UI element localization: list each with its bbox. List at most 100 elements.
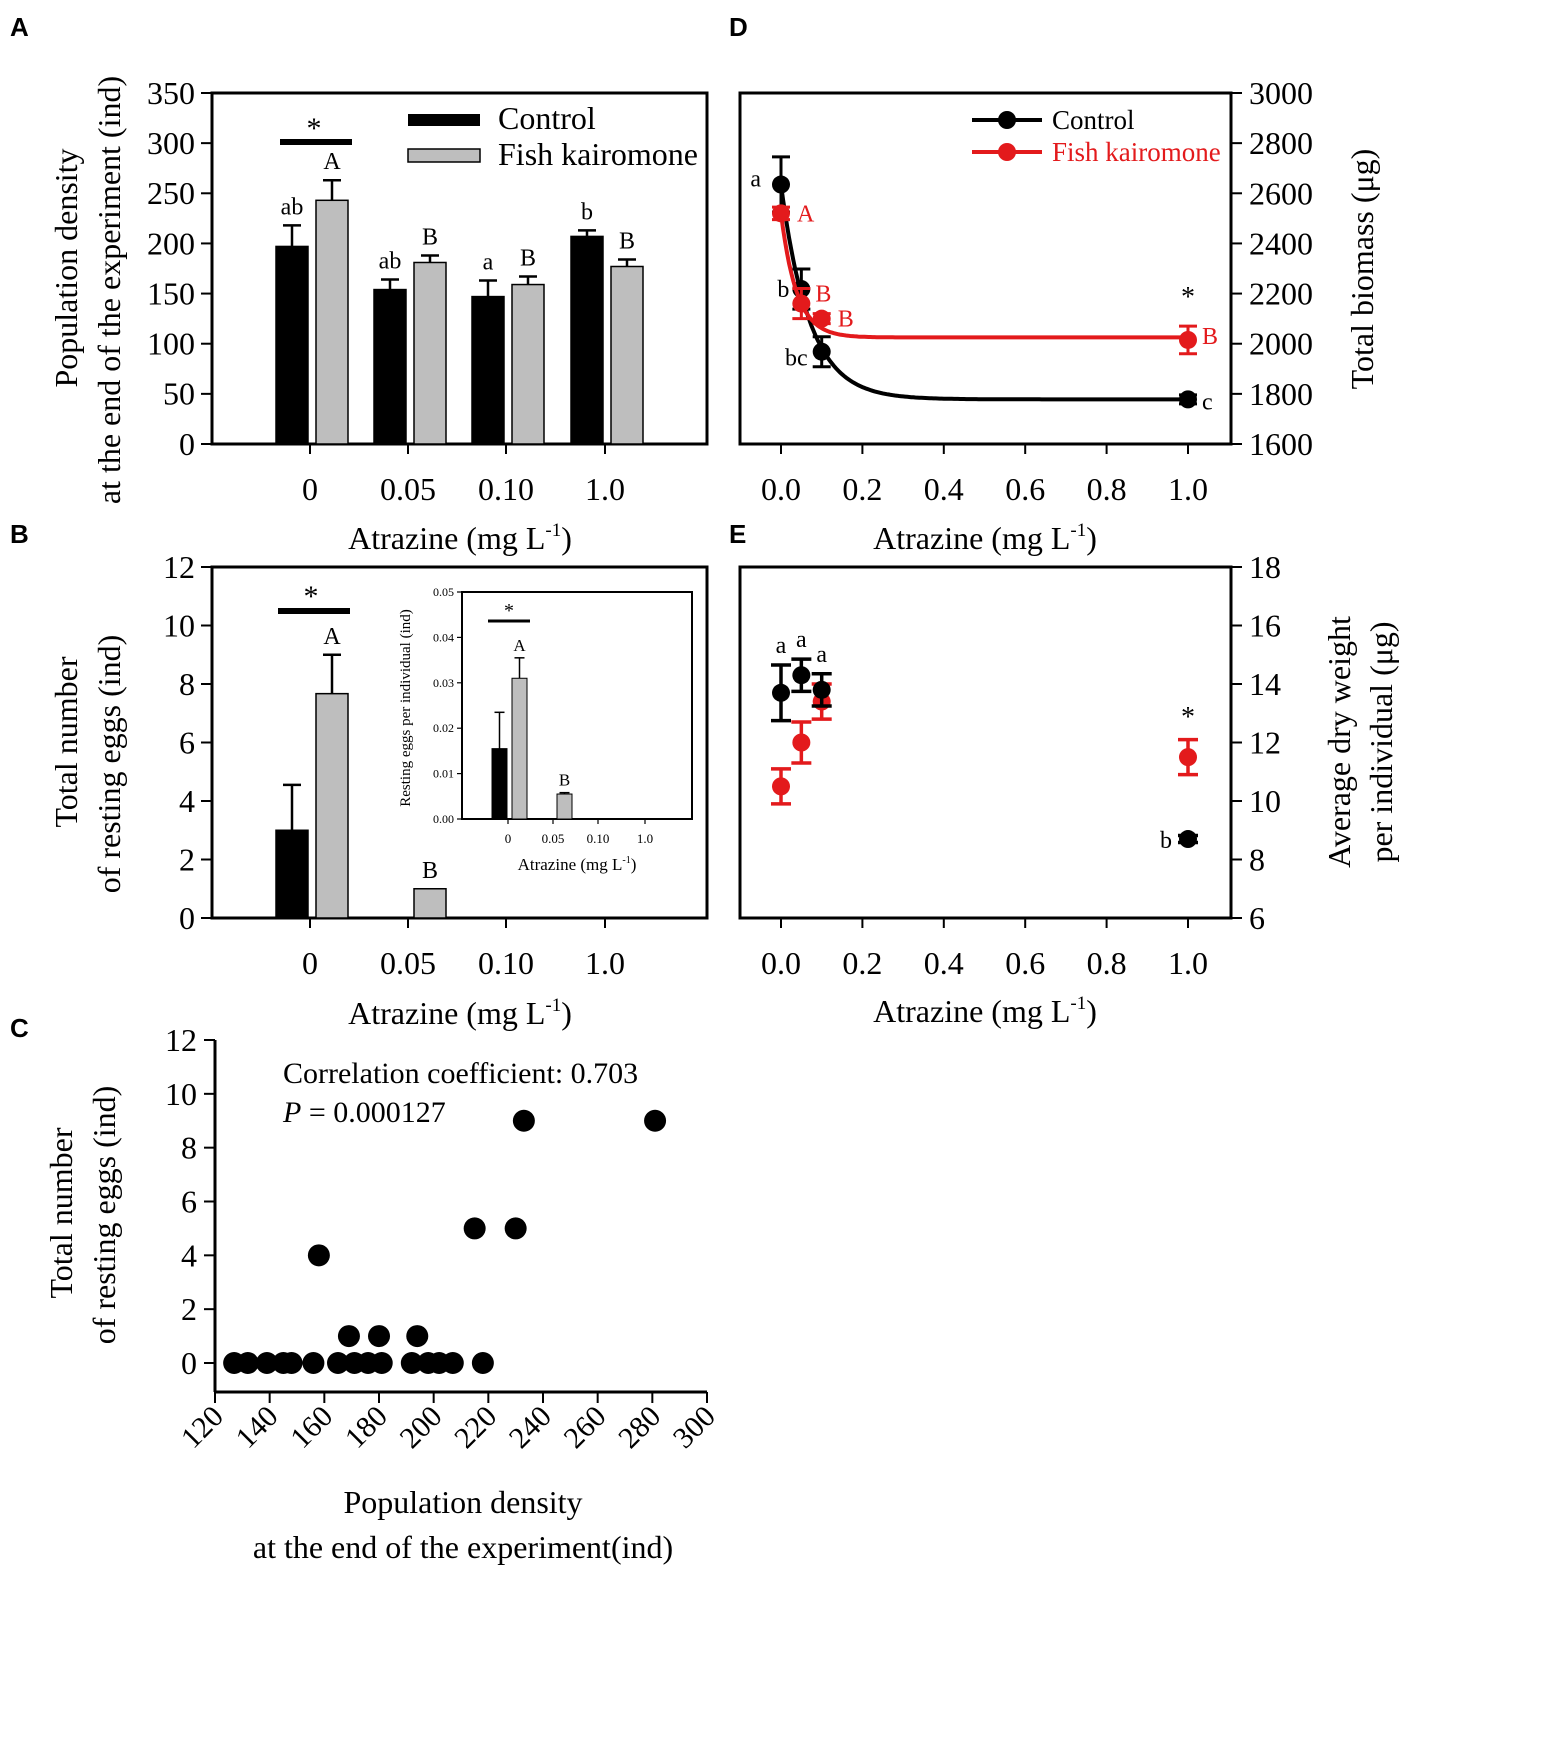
inset-significance-letter: A [513, 636, 526, 655]
point-fish-kairomone [1179, 330, 1197, 349]
y-tick-label: 12 [165, 1022, 197, 1058]
panel-label-e: E [729, 519, 746, 549]
x-tick-label: 0.0 [761, 945, 801, 981]
x-tick-label: 0.10 [478, 945, 534, 981]
y-tick-label: 8 [1249, 842, 1265, 878]
y-tick-label: 6 [179, 724, 195, 760]
y-tick-label: 12 [1249, 725, 1281, 761]
significance-letter: a [483, 250, 494, 276]
y-tick-label: 250 [147, 175, 195, 211]
data-point [236, 1352, 259, 1374]
inset-significance-asterisk: * [504, 600, 514, 622]
data-point [255, 1352, 278, 1374]
x-tick-label: 0.6 [1005, 945, 1045, 981]
y-tick-label: 10 [165, 1076, 197, 1112]
data-point [441, 1352, 464, 1374]
y-tick-label: 10 [1249, 783, 1281, 819]
point-fish-kairomone [812, 309, 831, 328]
y-tick-label: 100 [147, 326, 195, 362]
x-axis-label: Atrazine (mg L-1) [348, 520, 572, 556]
x-tick-label: 0.4 [924, 471, 964, 507]
significance-letter: B [815, 282, 831, 308]
y-tick-label: 4 [181, 1237, 197, 1273]
x-tick-label: 1.0 [585, 471, 625, 507]
x-tick-label: 0 [302, 471, 318, 507]
panel-b-inset: 0.00 0.01 0.02 0.03 0.04 0.05 0 0.05 0.10 1.0 A B * R… [398, 585, 693, 874]
panel-e-frame [738, 565, 1233, 920]
y-axis-label: of resting eggs (ind) [86, 1086, 122, 1345]
x-tick-label: 0.8 [1087, 471, 1127, 507]
data-point [307, 1244, 330, 1267]
significance-letter: c [1202, 389, 1213, 415]
y-tick-label: 350 [147, 75, 195, 111]
x-tick-label: 0.4 [924, 945, 964, 981]
x-tick-label: 0.10 [478, 471, 534, 507]
p-value-annotation: P = 0.000127 [282, 1096, 446, 1129]
significance-letter: B [838, 307, 854, 333]
inset-bar-fish-kairomone [511, 677, 528, 820]
inset-significance-letter: B [559, 771, 570, 790]
significance-letter: A [323, 149, 341, 175]
panel-a-frame [210, 91, 709, 446]
significance-letter: b [581, 199, 593, 225]
y-tick-label: 50 [163, 376, 195, 412]
legend-label-fish-kairomone: Fish kairomone [498, 136, 698, 172]
y-tick-label: 18 [1249, 549, 1281, 585]
x-tick-label: 280 [612, 1400, 667, 1455]
data-point [368, 1325, 390, 1348]
y-tick-label: 300 [147, 125, 195, 161]
inset-y-axis-label: Resting eggs per individual (ind) [398, 609, 414, 806]
x-axis-label: Atrazine (mg L-1) [873, 520, 1097, 556]
x-tick-label: 240 [503, 1400, 558, 1455]
point-fish-kairomone [792, 733, 811, 752]
y-axis-label: Population density [48, 148, 84, 387]
inset-y-tick-label: 0.00 [433, 812, 454, 826]
x-tick-label: 1.0 [585, 945, 625, 981]
inset-y-tick-label: 0.03 [433, 676, 454, 690]
bar-fish-kairomone [413, 261, 447, 445]
point-control [772, 683, 790, 702]
point-fish-kairomone [1179, 748, 1197, 767]
x-tick-label: 180 [339, 1400, 394, 1455]
significance-asterisk: * [307, 112, 322, 145]
data-point [280, 1352, 303, 1374]
significance-letter: A [797, 201, 815, 227]
inset-x-tick-label: 0.05 [542, 831, 565, 846]
y-tick-label: 6 [1249, 900, 1265, 936]
y-tick-label: 1800 [1249, 376, 1313, 412]
bar-fish-kairomone [610, 265, 644, 445]
bar-fish-kairomone [413, 888, 447, 919]
x-axis-label: at the end of the experiment(ind) [253, 1529, 673, 1565]
data-point [400, 1352, 423, 1374]
inset-x-tick-label: 1.0 [637, 831, 653, 846]
y-axis-label: Total number [43, 1127, 79, 1298]
bar-control [275, 245, 309, 445]
significance-letter: ab [281, 194, 304, 220]
panel-label-b: B [10, 519, 29, 549]
significance-letter: b [777, 277, 789, 303]
data-point [406, 1325, 429, 1348]
y-tick-label: 0 [181, 1345, 197, 1381]
inset-x-axis-label: Atrazine (mg L-1) [518, 855, 637, 874]
x-tick-label: 200 [393, 1400, 448, 1455]
inset-y-tick-label: 0.01 [433, 767, 454, 781]
x-tick-label: 300 [667, 1400, 722, 1455]
significance-letter: B [422, 224, 438, 250]
legend-marker-control [998, 111, 1016, 129]
y-tick-label: 3000 [1249, 75, 1313, 111]
y-axis-label: at the end of the experiment (ind) [91, 76, 127, 504]
significance-asterisk: * [1181, 282, 1195, 313]
y-tick-label: 2200 [1249, 276, 1313, 312]
inset-y-tick-label: 0.05 [433, 585, 454, 599]
y-tick-label: 10 [163, 607, 195, 643]
y-axis-label: per individual (μg) [1363, 621, 1399, 862]
significance-letter: b [1160, 828, 1172, 854]
point-control [1179, 830, 1197, 849]
y-axis-label: of resting eggs (ind) [91, 635, 127, 894]
y-tick-label: 12 [163, 549, 195, 585]
y-tick-label: 0 [179, 426, 195, 462]
x-tick-label: 140 [229, 1400, 284, 1455]
fit-curve-fish-kairomone [779, 213, 1188, 340]
y-tick-label: 6 [181, 1184, 197, 1220]
